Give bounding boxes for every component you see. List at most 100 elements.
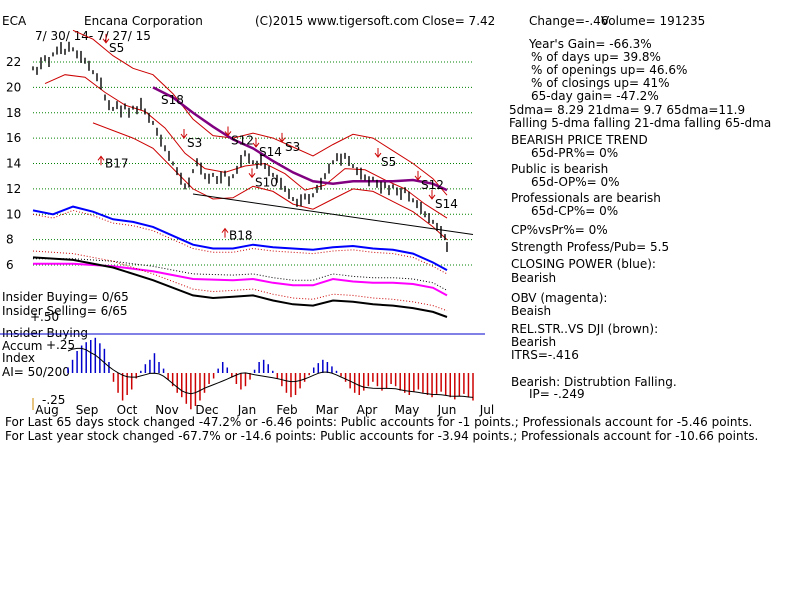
stat-line: 65d-CP%= 0% bbox=[531, 204, 618, 218]
signal-arrow-head bbox=[102, 38, 110, 44]
signal-label: S5 bbox=[381, 155, 396, 169]
stat-line: ITRS=-.416 bbox=[511, 348, 579, 362]
month-label: Jul bbox=[479, 403, 494, 417]
stat-line: 65d-OP%= 0% bbox=[531, 175, 620, 189]
stat-line: % of days up= 39.8% bbox=[531, 50, 661, 64]
y-tick-label: 20 bbox=[6, 80, 21, 94]
month-label: Aug bbox=[35, 403, 58, 417]
signal-arrow-head bbox=[224, 131, 232, 137]
signal-label: S5 bbox=[109, 41, 124, 55]
month-label: Sep bbox=[76, 403, 99, 417]
month-label: May bbox=[395, 403, 420, 417]
stat-line: Year's Gain= -66.3% bbox=[528, 37, 652, 51]
stat-line: CP%vsPr%= 0% bbox=[511, 223, 608, 237]
signal-arrow-head bbox=[414, 175, 422, 181]
trend-line bbox=[192, 193, 474, 235]
company-name: Encana Corporation bbox=[84, 14, 203, 28]
stat-line: Bearish bbox=[511, 335, 556, 349]
stats-panel: Year's Gain= -66.3%% of days up= 39.8% % … bbox=[509, 37, 771, 401]
series-lines bbox=[32, 29, 474, 318]
y-tick-label: 8 bbox=[6, 233, 14, 247]
accumulation-bars bbox=[67, 337, 474, 410]
stat-line: Strength Profess/Pub= 5.5 bbox=[511, 240, 669, 254]
closing-power-line bbox=[32, 205, 448, 271]
signal-label: S3 bbox=[285, 140, 300, 154]
close-price: Close= 7.42 bbox=[422, 14, 495, 28]
month-label: Jan bbox=[237, 403, 257, 417]
signal-label: S12 bbox=[421, 178, 444, 192]
y-tick-label: 22 bbox=[6, 55, 21, 69]
stat-line: BEARISH PRICE TREND bbox=[511, 133, 648, 147]
index-title: Index bbox=[2, 351, 35, 365]
signal-arrow-head bbox=[252, 142, 260, 148]
signal-label: S12 bbox=[231, 133, 254, 147]
stat-line: 65-day gain= -47.2% bbox=[531, 89, 659, 103]
y-tick-label: 14 bbox=[6, 157, 21, 171]
month-labels: Aug Sep Oct Nov Dec Jan Feb Mar Apr May Jun Jul bbox=[35, 403, 494, 417]
month-label: Mar bbox=[316, 403, 339, 417]
copyright: (C)2015 www.tigersoft.com bbox=[255, 14, 419, 28]
insider-buying-count: Insider Buying= 0/65 bbox=[2, 290, 129, 304]
y-tick-label: 10 bbox=[6, 207, 21, 221]
footer-year: For Last year stock changed -67.7% or -1… bbox=[5, 429, 758, 443]
y-tick-label: 12 bbox=[6, 182, 21, 196]
ma21-line bbox=[44, 74, 448, 219]
stat-line: IP= -.249 bbox=[529, 387, 585, 401]
volume: Volume= 191235 bbox=[601, 14, 705, 28]
footer-65day: For Last 65 days stock changed -47.2% or… bbox=[5, 415, 752, 429]
rel-str-line bbox=[32, 256, 448, 318]
signal-arrow-head bbox=[180, 133, 188, 139]
y-tick-label: 18 bbox=[6, 106, 21, 120]
y-tick-label: 16 bbox=[6, 131, 21, 145]
insider-buying-label: Insider Buying bbox=[2, 326, 88, 340]
accum-ma-line bbox=[67, 347, 474, 398]
stat-line: 65d-PR%= 0% bbox=[531, 146, 618, 160]
change: Change=-.46 bbox=[529, 14, 608, 28]
signal-arrow-head bbox=[97, 155, 105, 161]
grid-lines bbox=[33, 61, 473, 266]
month-label: Jun bbox=[437, 403, 457, 417]
stat-line: Professionals are bearish bbox=[511, 191, 661, 205]
stat-line: OBV (magenta): bbox=[511, 291, 607, 305]
signal-arrow-head bbox=[428, 194, 436, 200]
obv-ma-line bbox=[33, 258, 448, 291]
lower-band-line bbox=[92, 122, 448, 240]
signal-label: B18 bbox=[229, 229, 253, 243]
month-label: Dec bbox=[195, 403, 218, 417]
stat-line: CLOSING POWER (blue): bbox=[511, 257, 656, 271]
signal-arrow-head bbox=[374, 152, 382, 158]
signal-label: S3 bbox=[187, 136, 202, 150]
signal-label: S18 bbox=[161, 93, 184, 107]
y-axis-ticks: 22 20 18 16 14 12 10 8 6 bbox=[6, 55, 21, 272]
signal-arrow-head bbox=[248, 173, 256, 179]
ai-label: AI= 50/200 bbox=[2, 365, 70, 379]
stat-line: Beaish bbox=[511, 304, 551, 318]
signal-arrow-head bbox=[278, 137, 286, 143]
month-label: Apr bbox=[357, 403, 378, 417]
accum-mid-label: +.50 bbox=[30, 310, 59, 324]
y-tick-label: 6 bbox=[6, 258, 14, 272]
signal-label: B17 bbox=[105, 156, 129, 170]
signal-label: S14 bbox=[435, 197, 458, 211]
date-range: 7/ 30/ 14- 7/ 27/ 15 bbox=[35, 29, 151, 43]
accum-top-label: +.25 bbox=[46, 338, 75, 352]
signal-label: S14 bbox=[259, 145, 282, 159]
signal-label: S10 bbox=[255, 175, 278, 189]
stat-line: 5dma= 8.29 21dma= 9.7 65dma=11.9 bbox=[509, 103, 745, 117]
stat-line: % of closings up= 41% bbox=[531, 76, 670, 90]
insider-selling-count: Insider Selling= 6/65 bbox=[2, 304, 128, 318]
signal-arrow-head bbox=[221, 227, 229, 233]
month-label: Nov bbox=[155, 403, 178, 417]
month-label: Feb bbox=[276, 403, 297, 417]
month-label: Oct bbox=[117, 403, 138, 417]
stat-line: Public is bearish bbox=[511, 162, 608, 176]
stat-line: Falling 5-dma falling 21-dma falling 65-… bbox=[509, 116, 771, 130]
ma65-line bbox=[152, 86, 448, 192]
stat-line: REL.STR..VS DJI (brown): bbox=[511, 322, 658, 336]
accum-title: Accum bbox=[2, 339, 43, 353]
stat-line: Bearish: Distrubtion Falling. bbox=[511, 375, 677, 389]
symbol: ECA bbox=[2, 14, 27, 28]
